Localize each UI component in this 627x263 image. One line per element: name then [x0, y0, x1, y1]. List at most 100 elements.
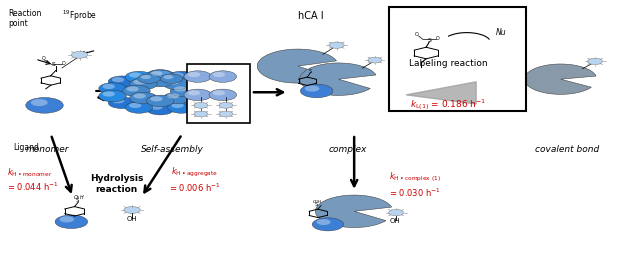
- Text: $k_{\mathrm{H\bullet complex\ (1)}}$
= 0.030 h$^{-1}$: $k_{\mathrm{H\bullet complex\ (1)}}$ = 0…: [389, 171, 440, 199]
- Circle shape: [163, 92, 191, 104]
- Text: $O_3H$: $O_3H$: [73, 193, 85, 202]
- Circle shape: [125, 102, 153, 113]
- Circle shape: [150, 77, 162, 82]
- Circle shape: [198, 84, 210, 89]
- Circle shape: [129, 72, 141, 78]
- Circle shape: [31, 99, 48, 106]
- Circle shape: [305, 85, 319, 92]
- Circle shape: [213, 90, 225, 95]
- Circle shape: [129, 103, 141, 108]
- Text: OH: OH: [390, 218, 401, 224]
- Circle shape: [329, 42, 344, 48]
- Text: OH: OH: [127, 216, 138, 222]
- Circle shape: [171, 85, 198, 97]
- Circle shape: [102, 84, 115, 89]
- Text: $^{19}$Fprobe: $^{19}$Fprobe: [62, 8, 97, 23]
- Circle shape: [150, 105, 162, 110]
- FancyBboxPatch shape: [186, 64, 250, 123]
- Circle shape: [194, 90, 222, 102]
- Circle shape: [174, 86, 186, 92]
- Circle shape: [138, 74, 161, 83]
- Circle shape: [140, 75, 151, 79]
- Circle shape: [163, 78, 191, 90]
- Wedge shape: [315, 195, 392, 227]
- Circle shape: [167, 79, 179, 84]
- Circle shape: [125, 71, 153, 83]
- Circle shape: [150, 71, 162, 76]
- Text: S: S: [76, 198, 79, 203]
- Circle shape: [26, 98, 63, 113]
- Circle shape: [112, 98, 124, 103]
- Circle shape: [151, 71, 162, 76]
- Circle shape: [312, 218, 344, 231]
- Circle shape: [171, 72, 184, 78]
- Circle shape: [187, 90, 200, 95]
- Circle shape: [134, 79, 145, 84]
- Circle shape: [587, 58, 603, 64]
- Circle shape: [108, 97, 135, 109]
- Text: covalent bond: covalent bond: [535, 145, 599, 154]
- Circle shape: [219, 111, 233, 117]
- Circle shape: [167, 93, 179, 99]
- Circle shape: [209, 71, 236, 82]
- Circle shape: [124, 206, 140, 213]
- Text: S: S: [314, 202, 317, 207]
- Circle shape: [185, 97, 212, 109]
- Wedge shape: [257, 49, 337, 83]
- Circle shape: [130, 92, 157, 104]
- Text: S: S: [428, 38, 431, 43]
- Wedge shape: [300, 63, 376, 95]
- Circle shape: [300, 84, 333, 98]
- Circle shape: [184, 71, 211, 82]
- Text: monomer: monomer: [26, 145, 70, 154]
- Text: O: O: [436, 37, 440, 42]
- Text: O: O: [61, 61, 65, 66]
- Circle shape: [189, 98, 201, 103]
- Circle shape: [194, 103, 208, 108]
- Circle shape: [368, 57, 382, 63]
- Circle shape: [150, 96, 162, 102]
- Text: $k_{\mathrm{L(1)}}$ = 0.186 h$^{-1}$: $k_{\mathrm{L(1)}}$ = 0.186 h$^{-1}$: [410, 98, 486, 113]
- Circle shape: [167, 102, 195, 113]
- Text: S: S: [308, 69, 312, 74]
- Text: hCA I: hCA I: [298, 11, 323, 21]
- Circle shape: [184, 89, 211, 101]
- Circle shape: [134, 93, 145, 99]
- Text: $k_{\mathrm{H\bullet aggregate}}$
= 0.006 h$^{-1}$: $k_{\mathrm{H\bullet aggregate}}$ = 0.00…: [169, 166, 221, 194]
- Circle shape: [163, 75, 174, 79]
- Circle shape: [148, 70, 172, 80]
- Circle shape: [171, 103, 184, 108]
- Text: Nu: Nu: [496, 28, 507, 37]
- Text: complex: complex: [329, 145, 367, 154]
- Circle shape: [185, 76, 212, 88]
- Circle shape: [99, 83, 126, 94]
- Circle shape: [147, 95, 174, 107]
- Circle shape: [147, 75, 174, 87]
- Text: $O_3H$: $O_3H$: [312, 198, 322, 205]
- Text: Labeling reaction: Labeling reaction: [409, 59, 487, 68]
- Wedge shape: [524, 64, 596, 94]
- Text: $k_{\mathrm{H\bullet monomer}}$
= 0.044 h$^{-1}$: $k_{\mathrm{H\bullet monomer}}$ = 0.044 …: [7, 166, 59, 193]
- Circle shape: [102, 92, 115, 97]
- Circle shape: [99, 90, 126, 102]
- Text: Reaction
point: Reaction point: [8, 8, 41, 28]
- Circle shape: [130, 78, 157, 90]
- Polygon shape: [406, 82, 476, 104]
- Circle shape: [194, 83, 222, 94]
- Circle shape: [161, 74, 182, 83]
- Circle shape: [147, 70, 174, 81]
- Circle shape: [219, 103, 233, 108]
- Text: Ligand: Ligand: [13, 143, 39, 152]
- Circle shape: [71, 52, 88, 58]
- Circle shape: [112, 77, 124, 82]
- Circle shape: [127, 86, 139, 92]
- Circle shape: [189, 77, 201, 82]
- Circle shape: [213, 72, 225, 77]
- Circle shape: [123, 85, 150, 97]
- Text: Self-assembly: Self-assembly: [141, 145, 204, 154]
- Text: O: O: [415, 32, 419, 37]
- Circle shape: [209, 89, 236, 101]
- Circle shape: [167, 71, 195, 83]
- FancyBboxPatch shape: [389, 7, 526, 110]
- Circle shape: [60, 216, 74, 222]
